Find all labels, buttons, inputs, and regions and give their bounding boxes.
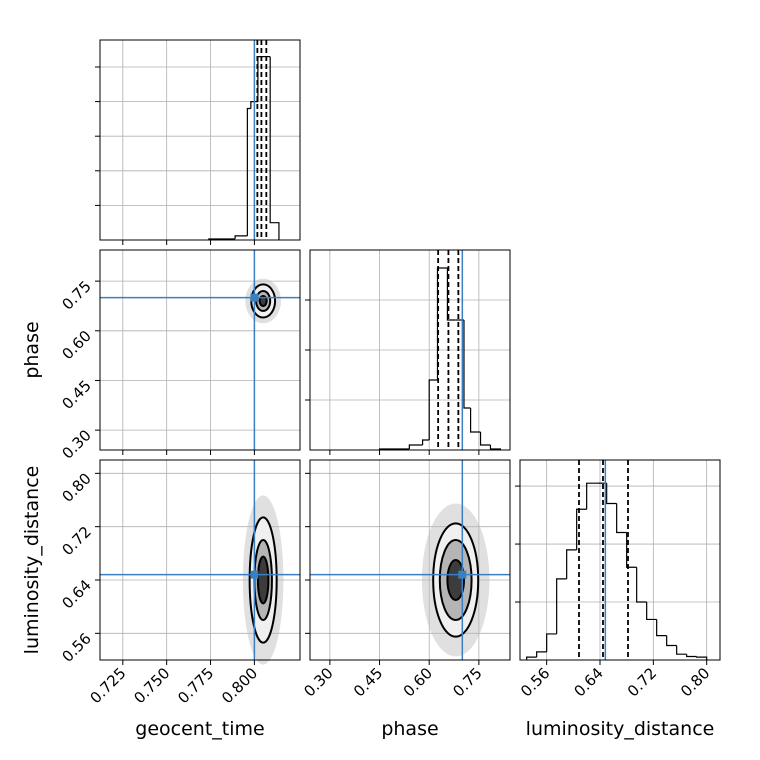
x-axis-label: phase bbox=[381, 718, 438, 740]
y-tick-label: 0.45 bbox=[58, 377, 94, 413]
histogram-bin bbox=[469, 408, 481, 433]
truth-marker bbox=[250, 570, 259, 579]
histogram-bin bbox=[269, 56, 280, 240]
histogram-bin bbox=[626, 532, 637, 568]
x-tick-label: 0.750 bbox=[130, 664, 173, 707]
x-tick-label: 0.72 bbox=[624, 664, 660, 700]
y-axis-label: phase bbox=[21, 321, 43, 378]
y-tick-label: 0.60 bbox=[58, 327, 94, 363]
x-tick-label: 0.725 bbox=[87, 664, 130, 707]
histogram-bin bbox=[556, 578, 567, 634]
histogram-bin bbox=[676, 645, 687, 655]
histogram-bin bbox=[636, 567, 647, 603]
histogram-bin bbox=[536, 651, 547, 658]
y-tick-label: 0.80 bbox=[58, 469, 94, 505]
histogram-bin bbox=[646, 602, 657, 621]
histogram-bin bbox=[250, 100, 258, 109]
x-tick-label: 0.56 bbox=[517, 664, 553, 700]
x-tick-label: 0.64 bbox=[570, 664, 606, 700]
histogram-bin bbox=[696, 656, 708, 660]
histogram-bin bbox=[546, 633, 557, 652]
panel-frame bbox=[99, 459, 301, 661]
y-tick-label: 0.75 bbox=[58, 277, 94, 313]
truth-marker bbox=[250, 293, 259, 302]
histogram-bin bbox=[421, 439, 430, 445]
y-tick-label: 0.72 bbox=[58, 523, 94, 559]
x-tick-label: 0.800 bbox=[218, 664, 261, 707]
histogram-bin bbox=[656, 619, 667, 637]
panel-frame bbox=[99, 39, 301, 241]
contour bbox=[258, 295, 268, 307]
x-axis-label: luminosity_distance bbox=[526, 718, 715, 740]
x-tick-label: 0.45 bbox=[350, 664, 386, 700]
histogram-bin bbox=[606, 483, 617, 505]
panel-frame bbox=[309, 459, 511, 661]
contour bbox=[256, 555, 270, 605]
panel-background bbox=[100, 250, 300, 450]
y-tick-label: 0.56 bbox=[58, 629, 94, 665]
histogram-bin bbox=[576, 508, 587, 550]
panel-frame bbox=[309, 249, 511, 451]
histogram-bin bbox=[666, 635, 677, 647]
contour bbox=[446, 559, 465, 601]
x-tick-label: 0.80 bbox=[677, 664, 713, 700]
x-tick-label: 0.30 bbox=[300, 664, 336, 700]
truth-marker bbox=[458, 570, 467, 579]
histogram-bin bbox=[408, 444, 423, 449]
x-tick-label: 0.775 bbox=[174, 664, 217, 707]
panel-frame bbox=[519, 459, 721, 661]
x-axis-label: geocent_time bbox=[135, 718, 264, 740]
y-axis-label: luminosity_distance bbox=[21, 466, 43, 655]
x-tick-label: 0.60 bbox=[400, 664, 436, 700]
histogram-bin bbox=[686, 654, 697, 658]
histogram-bin bbox=[616, 503, 627, 534]
panel-frame bbox=[99, 249, 301, 451]
histogram-bin bbox=[246, 107, 251, 236]
panel-background bbox=[520, 460, 720, 660]
histogram-bin bbox=[526, 656, 537, 660]
histogram-bin bbox=[463, 320, 471, 409]
y-tick-label: 0.30 bbox=[58, 426, 94, 462]
x-tick-label: 0.75 bbox=[449, 664, 485, 700]
histogram-bin bbox=[428, 379, 438, 440]
histogram-bin bbox=[586, 482, 597, 510]
y-tick-label: 0.64 bbox=[58, 576, 94, 612]
histogram-bin bbox=[234, 235, 248, 239]
histogram-bin bbox=[446, 268, 456, 321]
histogram-bin bbox=[479, 432, 491, 446]
histogram-bin bbox=[566, 549, 577, 579]
